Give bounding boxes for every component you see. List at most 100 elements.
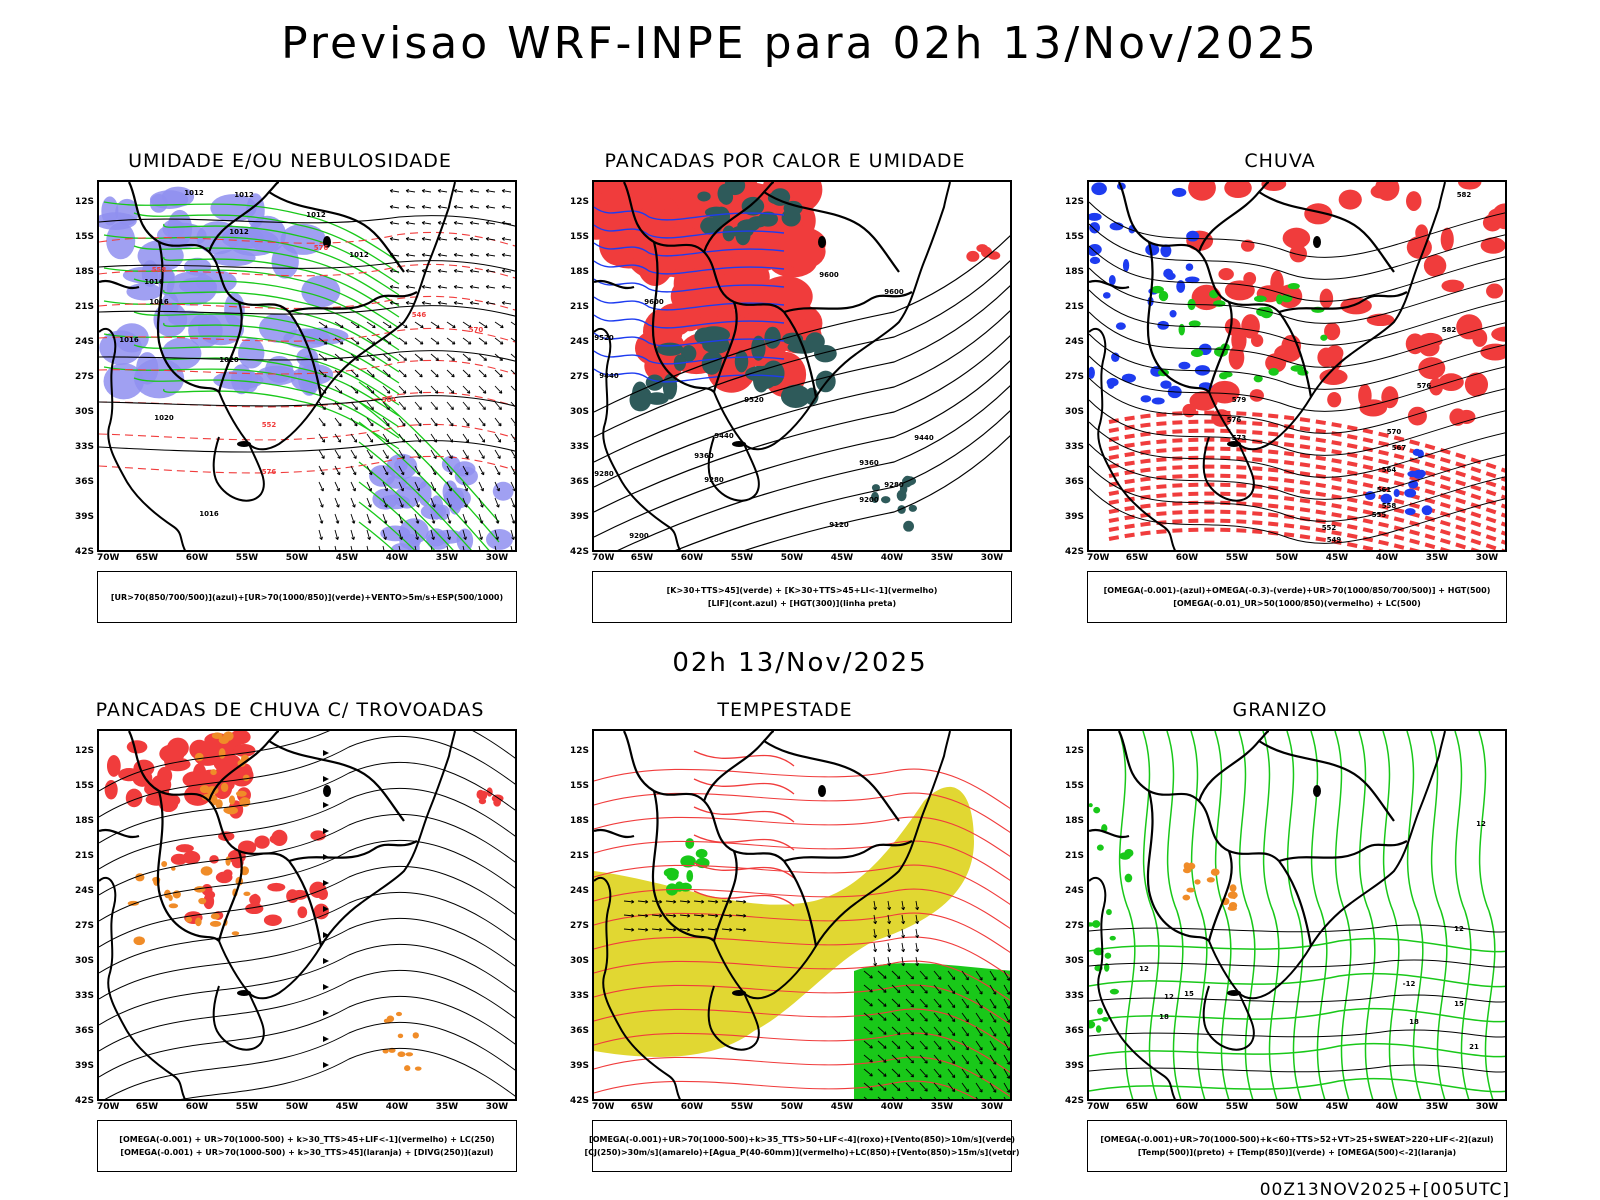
rain-green-area <box>1221 371 1233 378</box>
wind-vector <box>414 321 424 329</box>
rain-red-band <box>1108 473 1505 536</box>
wind-vector <box>651 927 663 932</box>
wind-vector <box>453 205 464 209</box>
rain-red-area <box>1406 236 1432 259</box>
streamline-850 <box>594 1032 1010 1073</box>
contour-label: 9520 <box>744 396 764 404</box>
thickness-red-dashed <box>99 455 515 474</box>
wind-vector <box>919 998 928 1008</box>
map-canvas: 1012 1012 1012 1012 1012 1016 1016 1016 1020 1020… <box>99 182 515 550</box>
wind-vector <box>905 1096 909 1099</box>
omega-orange-area <box>1188 862 1193 869</box>
map-pancadas-calor[interactable]: 9600 9600 9600 9520 9440 9520 9440 9440 9360 9360… <box>592 180 1012 552</box>
wind-vector <box>382 449 389 459</box>
wind-vector <box>494 545 497 550</box>
contour-label: 570 <box>1387 428 1402 436</box>
streamline-arrow <box>323 802 329 808</box>
rain-green-area <box>1276 294 1283 305</box>
streamline-250 <box>99 917 515 1000</box>
rain-red-area <box>1472 329 1488 347</box>
coastline <box>212 436 265 502</box>
wind-vector <box>947 984 956 995</box>
wind-vector <box>414 401 422 411</box>
wind-vector <box>877 998 887 1007</box>
wind-vector <box>462 433 470 443</box>
rain-red-area <box>1340 297 1372 315</box>
rain-red-band <box>1108 419 1505 482</box>
wind-vector <box>469 189 480 193</box>
lat-tick-label: 21S <box>74 851 94 861</box>
state-border <box>207 731 280 802</box>
wind-vector <box>989 1096 992 1099</box>
thickness-red-dashed <box>99 359 515 375</box>
wind-vector <box>453 269 464 273</box>
panel-title: CHUVA <box>1244 150 1316 172</box>
rain-blue-area <box>1089 366 1095 379</box>
state-border <box>288 840 418 863</box>
wind-vector <box>414 369 423 378</box>
lat-tick-label: 21S <box>1064 851 1084 861</box>
legend-box: [UR>70(850/700/500)](azul)+[UR>70(1000/8… <box>97 571 517 623</box>
lifted-index-contour <box>594 350 785 365</box>
map-umidade[interactable]: 1012 1012 1012 1012 1012 1016 1016 1016 1020 1020… <box>97 180 517 552</box>
wind-vector <box>350 401 358 411</box>
thunder-orange-area <box>225 856 231 866</box>
height-500-contour <box>1089 245 1505 302</box>
forecast-stamp: 00Z13NOV2025+[005UTC] <box>1259 1180 1510 1200</box>
map-trovoadas[interactable] <box>97 729 517 1101</box>
streamline-850 <box>594 1008 1010 1049</box>
lon-tick-label: 50W <box>1275 553 1299 563</box>
wind-vector <box>437 237 448 241</box>
humidity-blue-area <box>394 459 408 472</box>
thunder-red-area <box>313 903 329 920</box>
lon-tick-label: 50W <box>285 553 309 563</box>
humidity-green-contour <box>163 289 400 351</box>
temp-850-contour <box>1406 731 1424 1099</box>
wind-vector <box>469 205 480 209</box>
instability-teal-area <box>758 211 778 227</box>
wind-vector <box>437 205 448 209</box>
wind-vector <box>398 465 405 476</box>
wind-vector <box>318 449 325 459</box>
humidity-blue-area <box>441 455 461 473</box>
lat-tick-label: 27S <box>1064 921 1084 931</box>
rain-red-band <box>1108 446 1505 509</box>
wind-vector <box>421 221 432 225</box>
contour-label: 576 <box>262 468 277 476</box>
thunder-red-area <box>291 889 308 900</box>
wind-vector <box>478 385 487 394</box>
rain-red-band <box>1108 410 1505 473</box>
lifted-index-contour <box>594 368 785 383</box>
lat-tick-label: 21S <box>569 851 589 861</box>
temp-850-contour <box>1478 731 1496 1099</box>
map-granizo[interactable]: 12 12 12 12 15 15 18 18 21 -12 <box>1087 729 1507 1101</box>
map-canvas <box>99 731 515 1099</box>
wind-vector <box>318 337 328 345</box>
lon-tick-label: 60W <box>680 553 704 563</box>
instability-teal-area <box>814 344 837 363</box>
wind-vector <box>430 417 438 427</box>
rain-red-area <box>1249 389 1264 402</box>
wind-vector <box>334 417 342 427</box>
wind-vector <box>905 970 915 980</box>
wind-vector <box>961 998 969 1009</box>
thunder-red-area <box>204 890 216 899</box>
lat-tick-label: 36S <box>569 1026 589 1036</box>
contour-label: 9440 <box>599 372 619 380</box>
legend-box: [K>30+TTS>45](verde) + [K>30+TTS>45+LI<-… <box>592 571 1012 623</box>
map-tempestade[interactable] <box>592 729 1012 1101</box>
streamline-250 <box>105 1021 515 1099</box>
lat-tick-label: 36S <box>1064 477 1084 487</box>
map-chuva[interactable]: 582 582 579 576 573 570 567 564 561 558 555 552 549 5… <box>1087 180 1507 552</box>
thunder-orange-area <box>210 913 220 920</box>
lat-tick-label: 27S <box>74 921 94 931</box>
temp-850-contour <box>1286 731 1304 1099</box>
state-border <box>288 860 323 947</box>
rain-red-area <box>1304 203 1333 225</box>
wind-vector <box>398 353 408 361</box>
wind-vector <box>469 301 480 305</box>
temp-green-spots <box>1095 1025 1102 1033</box>
streamline-arrow <box>323 1062 329 1068</box>
wind-vector <box>318 481 324 492</box>
rain-blue-area <box>1089 212 1102 221</box>
